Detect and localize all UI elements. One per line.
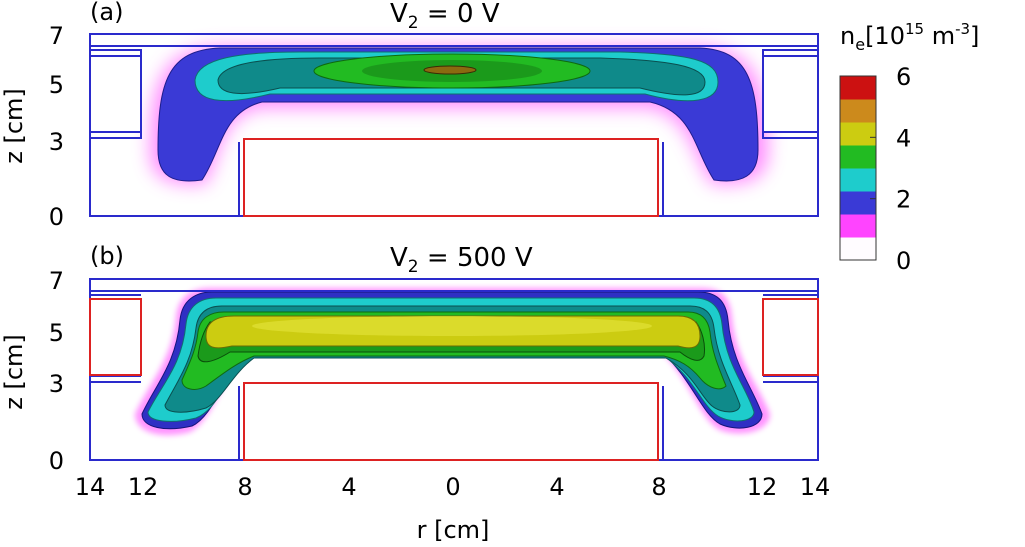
panel-b-inner-electrode <box>238 382 664 461</box>
colorbar-tick-label: 2 <box>896 186 911 214</box>
panel-a-density-peak <box>423 65 477 75</box>
panel-b: (b) V2 = 500 V z [cm] 7 5 3 0 14 12 8 4 … <box>0 242 830 544</box>
panel-b-title: V2 = 500 V <box>390 243 533 277</box>
colorbar-band <box>840 76 876 100</box>
colorbar-tick-label: 4 <box>896 124 911 152</box>
panel-a-left-outer-electrode <box>89 49 142 139</box>
panel-b-left-outer-electrode <box>89 298 142 376</box>
colorbar-tick-label: 0 <box>896 247 911 275</box>
colorbar-band <box>840 99 876 123</box>
panel-b-density-peak <box>252 316 652 336</box>
panel-b-outer-electrodes <box>89 294 819 383</box>
panel-a: (a) V2 = 0 V z [cm] 7 5 3 0 <box>0 0 819 231</box>
x-tick: 12 <box>747 473 778 501</box>
x-tick: 8 <box>237 473 252 501</box>
colorbar-ticks: 0 2 4 6 <box>870 63 911 275</box>
panel-b-density-map <box>135 288 770 436</box>
panel-a-title: V2 = 0 V <box>390 0 500 33</box>
panel-b-ytick: 0 <box>49 447 64 475</box>
x-axis: 14 12 8 4 0 4 8 12 14 r [cm] <box>75 473 831 544</box>
panel-b-tag: (b) <box>90 242 124 270</box>
colorbar: ne[1015 m-3] 0 2 4 6 <box>839 20 979 275</box>
panel-b-right-outer-electrode <box>762 298 819 376</box>
panel-a-density-map <box>150 46 768 185</box>
x-tick: 4 <box>341 473 356 501</box>
panel-b-ytick: 5 <box>49 319 64 347</box>
panel-b-white-mask <box>91 298 817 376</box>
panel-b-ytick: 7 <box>49 267 64 295</box>
colorbar-band <box>840 214 876 238</box>
panel-b-ylabel: z [cm] <box>0 334 28 410</box>
panel-a-ytick: 3 <box>49 128 64 156</box>
colorbar-bands <box>840 76 876 261</box>
panel-a-tag: (a) <box>90 0 123 26</box>
panel-a-right-outer-electrode <box>762 49 819 139</box>
panel-a-white-mask <box>91 52 817 132</box>
colorbar-band <box>840 191 876 215</box>
colorbar-band <box>840 122 876 146</box>
colorbar-band <box>840 237 876 261</box>
x-tick: 0 <box>445 473 460 501</box>
panel-a-outer-electrodes <box>89 49 819 139</box>
colorbar-title: ne[1015 m-3] <box>840 20 979 54</box>
panel-a-ytick: 0 <box>49 203 64 231</box>
x-tick: 14 <box>75 473 106 501</box>
panel-b-y-axis: z [cm] 7 5 3 0 <box>0 267 64 475</box>
panel-a-y-axis: z [cm] 7 5 3 0 <box>0 22 64 231</box>
x-tick: 4 <box>549 473 564 501</box>
colorbar-frame <box>839 75 877 261</box>
colorbar-band <box>840 168 876 192</box>
x-tick: 8 <box>651 473 666 501</box>
colorbar-band <box>840 145 876 169</box>
panel-b-ytick: 3 <box>49 370 64 398</box>
x-tick: 12 <box>128 473 159 501</box>
panel-a-ylabel: z [cm] <box>0 88 28 164</box>
panel-a-inner-electrode <box>238 138 664 217</box>
x-tick: 14 <box>800 473 831 501</box>
colorbar-tick-label: 6 <box>896 63 911 91</box>
panel-a-ytick: 7 <box>49 22 64 50</box>
panel-a-ytick: 5 <box>49 71 64 99</box>
x-axis-label: r [cm] <box>417 516 490 544</box>
